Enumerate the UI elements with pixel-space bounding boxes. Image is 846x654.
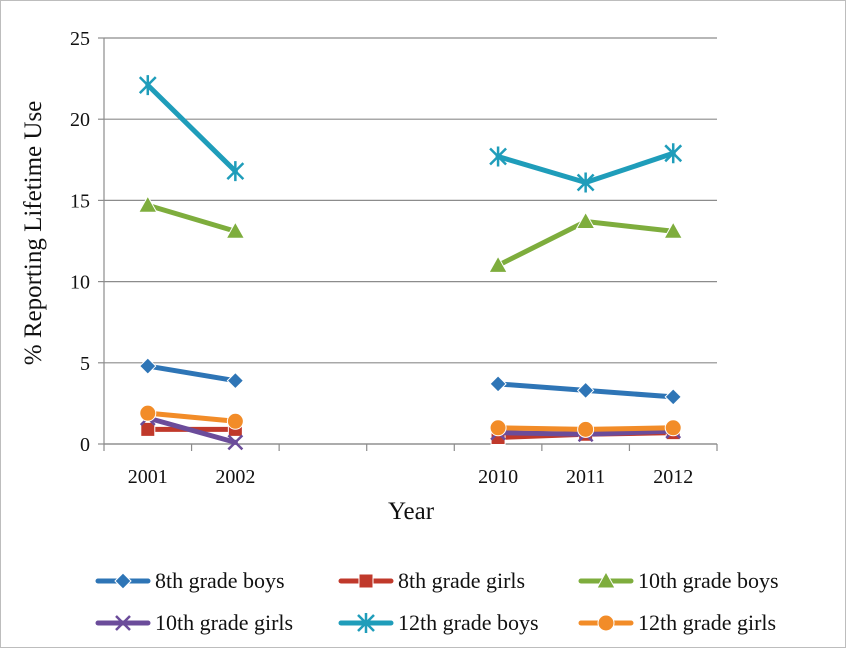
- y-tick-label: 20: [70, 109, 90, 131]
- legend-item: 10th grade boys: [578, 568, 779, 593]
- data-point-diamond: [489, 375, 507, 393]
- data-point-star: [138, 75, 157, 96]
- data-point-circle: [597, 614, 615, 632]
- series-layer: [137, 75, 684, 451]
- data-point-star: [357, 613, 375, 633]
- data-point-triangle: [575, 211, 596, 230]
- data-point-triangle: [137, 195, 158, 213]
- legend-label: 12th grade girls: [638, 610, 776, 635]
- data-point-diamond: [114, 572, 132, 590]
- data-point-diamond: [226, 371, 245, 390]
- x-tick-label: 2002: [215, 466, 255, 488]
- legend-label: 12th grade boys: [398, 610, 539, 635]
- x-tick-label: 2011: [566, 466, 605, 488]
- data-point-star: [576, 172, 595, 193]
- data-point-star: [489, 146, 507, 167]
- legend-label: 10th grade boys: [638, 568, 779, 593]
- legend-item: 10th grade girls: [95, 610, 293, 635]
- series-10th-grade-boys: [137, 195, 684, 273]
- series-line: [145, 202, 238, 234]
- y-tick-label: 5: [80, 353, 90, 375]
- data-point-x: [227, 434, 244, 451]
- data-point-diamond: [139, 357, 157, 375]
- data-point-diamond: [664, 388, 682, 406]
- data-point-star: [226, 161, 245, 182]
- series-line: [145, 363, 238, 384]
- legend: 8th grade boys 8th grade girls 10th grade …: [95, 568, 779, 635]
- data-point-square: [358, 573, 374, 589]
- x-axis: 2001 2002 2010 2011 2012: [103, 38, 718, 488]
- y-axis-ticks: 0 5 10 15 20 25: [70, 28, 104, 456]
- legend-item: 8th grade boys: [95, 568, 285, 593]
- legend-label: 8th grade boys: [155, 568, 285, 593]
- series-12th-grade-boys: [138, 75, 683, 193]
- series-12th-grade-girls: [139, 404, 682, 438]
- series-8th-grade-boys: [139, 357, 682, 406]
- data-point-circle: [489, 419, 507, 437]
- legend-label: 8th grade girls: [398, 568, 525, 593]
- y-tick-label: 15: [70, 190, 90, 212]
- x-tick-label: 2001: [128, 466, 168, 488]
- data-point-circle: [664, 419, 682, 437]
- y-tick-label: 0: [80, 434, 90, 456]
- data-point-triangle: [663, 221, 684, 239]
- series-line: [145, 410, 238, 424]
- legend-item: 12th grade girls: [578, 610, 776, 635]
- y-tick-label: 25: [70, 28, 90, 50]
- data-point-x: [115, 615, 131, 631]
- data-point-circle: [226, 412, 244, 430]
- data-point-star: [664, 143, 683, 164]
- y-axis-title: % Reporting Lifetime Use: [20, 101, 47, 366]
- data-point-square: [140, 421, 156, 437]
- gridlines: [104, 37, 717, 445]
- data-point-circle: [577, 420, 595, 438]
- data-point-triangle: [488, 255, 508, 273]
- x-axis-title: Year: [388, 498, 435, 525]
- legend-item: 12th grade boys: [338, 610, 539, 635]
- y-tick-label: 10: [70, 272, 90, 294]
- series-line: [145, 82, 238, 174]
- data-point-triangle: [225, 221, 246, 239]
- legend-item: 8th grade girls: [338, 568, 525, 593]
- x-tick-label: 2010: [478, 466, 518, 488]
- legend-label: 10th grade girls: [155, 610, 293, 635]
- data-point-diamond: [576, 381, 595, 400]
- data-point-circle: [139, 404, 157, 422]
- series-line: [145, 415, 238, 445]
- x-tick-label: 2012: [653, 466, 693, 488]
- data-point-triangle: [596, 570, 616, 589]
